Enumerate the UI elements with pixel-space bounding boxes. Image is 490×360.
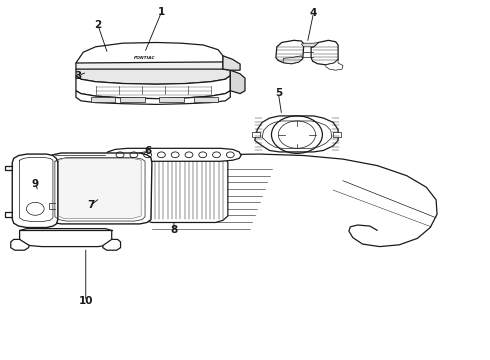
Polygon shape	[11, 239, 29, 250]
Polygon shape	[159, 97, 184, 102]
Text: 4: 4	[310, 8, 318, 18]
Text: 10: 10	[78, 296, 93, 306]
Polygon shape	[47, 153, 152, 224]
Polygon shape	[20, 229, 112, 247]
Polygon shape	[59, 158, 141, 219]
Polygon shape	[12, 154, 58, 228]
Polygon shape	[76, 76, 230, 99]
Text: 7: 7	[87, 200, 95, 210]
Polygon shape	[103, 239, 121, 250]
Polygon shape	[91, 97, 115, 102]
Polygon shape	[120, 97, 145, 102]
Polygon shape	[76, 42, 223, 72]
Polygon shape	[194, 97, 218, 102]
Text: 8: 8	[171, 225, 177, 235]
Bar	[252, 132, 260, 137]
Polygon shape	[105, 148, 241, 161]
Polygon shape	[276, 40, 304, 64]
Polygon shape	[311, 40, 338, 65]
Polygon shape	[76, 62, 223, 77]
Polygon shape	[136, 155, 228, 222]
Polygon shape	[283, 56, 303, 64]
Bar	[333, 132, 341, 137]
Polygon shape	[76, 69, 230, 84]
Polygon shape	[223, 56, 240, 70]
Text: 5: 5	[275, 88, 282, 98]
Text: 3: 3	[75, 71, 82, 81]
Polygon shape	[301, 42, 319, 47]
Text: 1: 1	[158, 6, 165, 17]
Polygon shape	[255, 116, 338, 152]
Text: 2: 2	[95, 20, 101, 30]
Polygon shape	[76, 91, 230, 104]
Text: PONTIAC: PONTIAC	[134, 56, 155, 60]
Text: 9: 9	[32, 179, 39, 189]
Text: 6: 6	[145, 146, 151, 156]
Polygon shape	[326, 59, 343, 70]
Polygon shape	[230, 70, 245, 94]
